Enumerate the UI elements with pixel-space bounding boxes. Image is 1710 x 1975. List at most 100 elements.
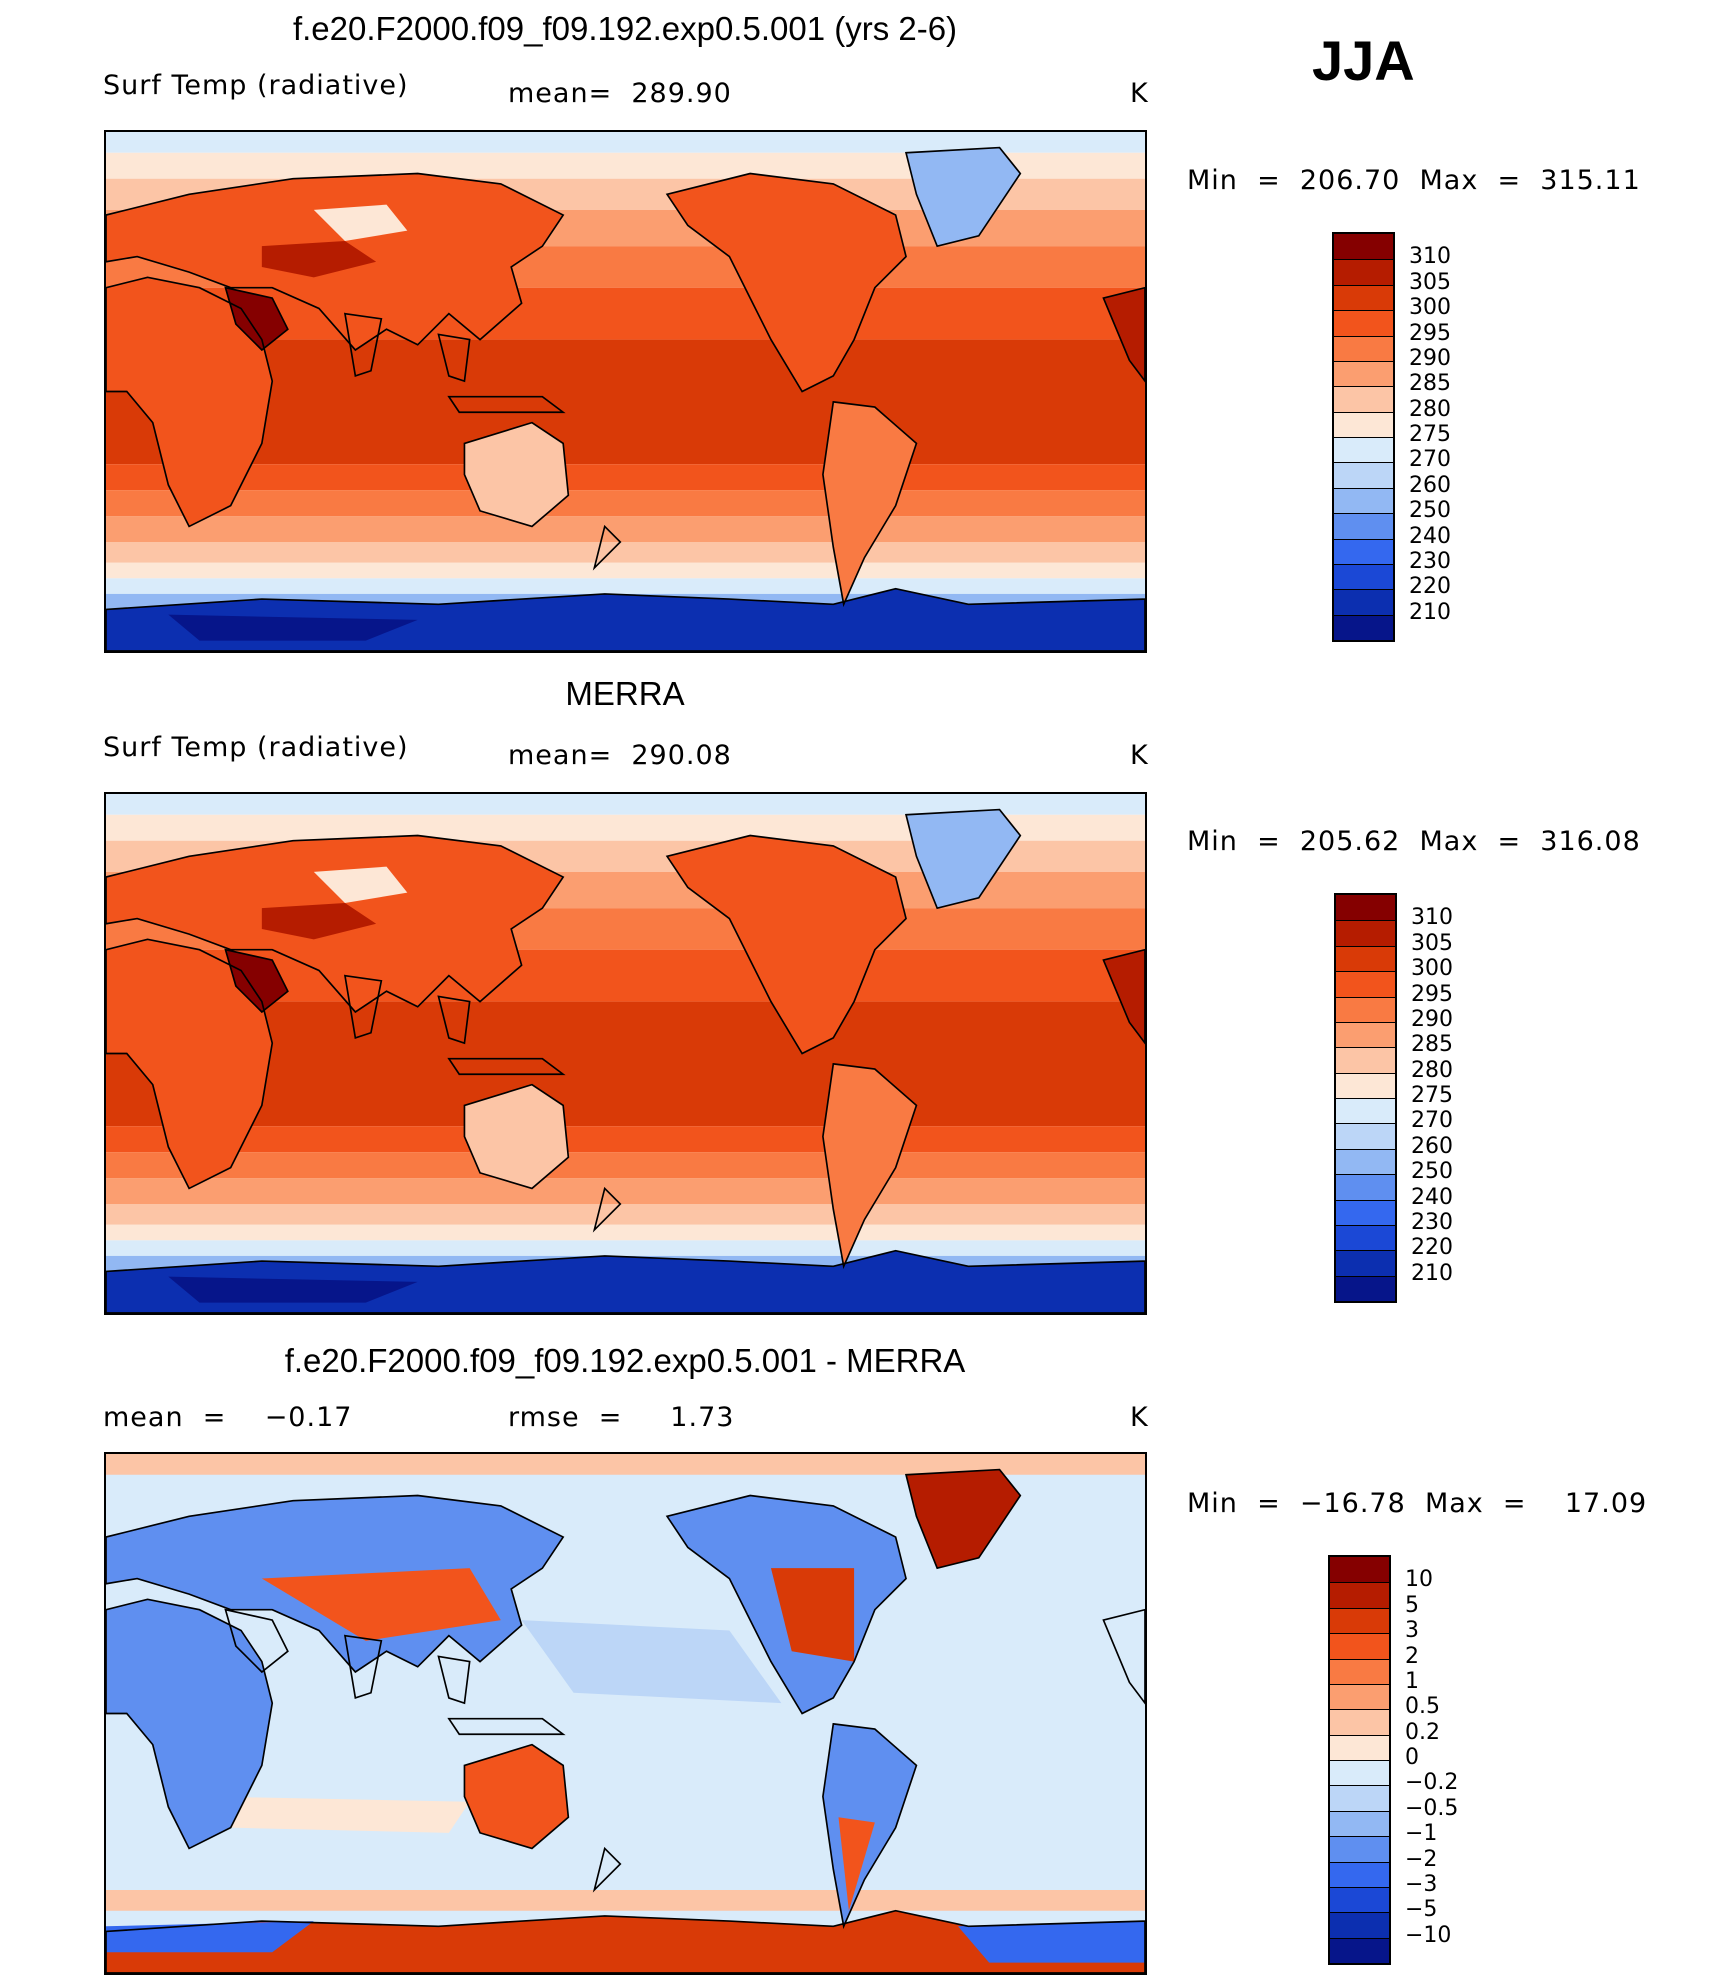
colorbar-tick-label: 300 bbox=[1411, 956, 1453, 982]
coastline-india bbox=[343, 974, 383, 1040]
temperature-band bbox=[106, 1152, 1145, 1179]
colorbar-swatch bbox=[1336, 895, 1395, 921]
colorbar-swatch bbox=[1334, 563, 1393, 590]
colorbar-swatch bbox=[1336, 1250, 1395, 1276]
coastline-nz bbox=[592, 524, 622, 571]
middle-east-hot-field bbox=[261, 240, 377, 278]
coastline-africa bbox=[106, 276, 274, 528]
coastline-greenland bbox=[904, 1468, 1022, 1570]
colorbar-tick-label: −2 bbox=[1405, 1846, 1438, 1872]
colorbar-swatch bbox=[1336, 920, 1395, 946]
panel-3-title: f.e20.F2000.f09_f09.192.exp0.5.001 - MER… bbox=[284, 1342, 966, 1379]
temperature-band bbox=[106, 578, 1145, 594]
colorbar-swatch bbox=[1330, 1709, 1389, 1735]
colorbar-swatch bbox=[1336, 971, 1395, 997]
colorbar-swatch bbox=[1330, 1810, 1389, 1837]
colorbar-tick-label: 280 bbox=[1411, 1057, 1453, 1083]
colorbar-tick-label: 285 bbox=[1411, 1032, 1453, 1058]
coastline-greenland bbox=[904, 146, 1022, 248]
colorbar-swatch bbox=[1330, 1937, 1389, 1963]
colorbar-tick-label: 220 bbox=[1411, 1235, 1453, 1261]
colorbar-swatch bbox=[1330, 1760, 1389, 1786]
panel-3-colorbar bbox=[1328, 1555, 1391, 1965]
colorbar-tick-label: 1 bbox=[1405, 1668, 1419, 1694]
colorbar-tick-label: 0.5 bbox=[1405, 1694, 1440, 1720]
middle-east-hot-field bbox=[261, 902, 377, 940]
colorbar-swatch bbox=[1330, 1836, 1389, 1862]
colorbar-tick-label: 305 bbox=[1411, 930, 1453, 956]
coastline-greenland bbox=[904, 808, 1022, 910]
colorbar-swatch bbox=[1336, 1224, 1395, 1251]
colorbar-tick-label: 250 bbox=[1411, 1159, 1453, 1185]
colorbar-tick-label: 3 bbox=[1405, 1618, 1419, 1644]
pacific-difference-field bbox=[521, 1620, 782, 1704]
coastline-eurasia bbox=[106, 834, 565, 1014]
colorbar-tick-label: 310 bbox=[1409, 244, 1451, 270]
colorbar-swatch bbox=[1336, 1123, 1395, 1149]
coastline-antarctica bbox=[106, 1909, 1145, 1973]
coastline-eurasia bbox=[106, 1494, 565, 1674]
north-america-field bbox=[667, 173, 907, 392]
colorbar-swatch bbox=[1336, 1047, 1395, 1073]
colorbar-tick-label: −3 bbox=[1405, 1871, 1438, 1897]
colorbar-tick-label: 250 bbox=[1409, 498, 1451, 524]
colorbar-tick-label: 0 bbox=[1405, 1745, 1419, 1770]
colorbar-tick-label: 260 bbox=[1409, 472, 1451, 498]
colorbar-swatch bbox=[1334, 487, 1393, 514]
colorbar-swatch bbox=[1330, 1886, 1389, 1913]
panel-1-title: f.e20.F2000.f09_f09.192.exp0.5.001 (yrs … bbox=[292, 10, 958, 47]
colorbar-swatch bbox=[1330, 1658, 1389, 1684]
colorbar-swatch bbox=[1336, 996, 1395, 1022]
coastline-africa bbox=[106, 1598, 274, 1850]
panel-2-unit-label: K bbox=[1130, 740, 1149, 771]
colorbar-swatch bbox=[1334, 513, 1393, 539]
colorbar-swatch bbox=[1330, 1861, 1389, 1887]
coastline-arabia bbox=[224, 286, 289, 352]
colorbar-swatch bbox=[1336, 945, 1395, 972]
colorbar-swatch bbox=[1336, 1098, 1395, 1124]
tibet-cold-field bbox=[313, 866, 408, 903]
colorbar-tick-label: 270 bbox=[1411, 1108, 1453, 1134]
coastline-india bbox=[343, 312, 383, 378]
colorbar-swatch bbox=[1334, 538, 1393, 564]
map-field bbox=[106, 1454, 1145, 1973]
asia-warm-difference-field bbox=[261, 1568, 501, 1641]
coastline-seasia bbox=[437, 333, 471, 383]
panel-3-map bbox=[104, 1452, 1147, 1975]
temperature-band bbox=[106, 132, 1145, 153]
australia-field bbox=[464, 1084, 569, 1189]
coastline-samerica bbox=[822, 1062, 918, 1270]
panel-3-mean-label: mean = −0.17 bbox=[103, 1402, 353, 1433]
east-africa-field bbox=[1103, 949, 1145, 1044]
panel-2-colorbar bbox=[1334, 893, 1397, 1303]
africa-field bbox=[106, 939, 273, 1189]
coastline-nz bbox=[592, 1186, 622, 1233]
colorbar-tick-label: 240 bbox=[1411, 1184, 1453, 1210]
coastline-seasia bbox=[437, 995, 471, 1045]
coastline-eafrica bbox=[1102, 1608, 1145, 1705]
map-field bbox=[106, 132, 1145, 651]
colorbar-tick-label: 270 bbox=[1409, 447, 1451, 473]
colorbar-swatch bbox=[1334, 614, 1393, 640]
colorbar-swatch bbox=[1330, 1633, 1389, 1659]
africa-difference-field bbox=[106, 1599, 273, 1849]
panel-3-rmse-label: rmse = 1.73 bbox=[508, 1402, 735, 1433]
colorbar-swatch bbox=[1330, 1912, 1389, 1938]
colorbar-tick-label: 260 bbox=[1411, 1133, 1453, 1159]
coastline-namerica bbox=[665, 172, 907, 393]
south-america-field bbox=[822, 1063, 917, 1267]
coastline-indonesia bbox=[447, 1717, 566, 1736]
map-field bbox=[106, 794, 1145, 1313]
panel-1-minmax-label: Min = 206.70 Max = 315.11 bbox=[1187, 165, 1641, 196]
colorbar-swatch bbox=[1334, 259, 1393, 285]
coastline-india bbox=[343, 1634, 383, 1700]
arabia-hot-field bbox=[225, 949, 288, 1012]
south-america-field bbox=[822, 401, 917, 605]
colorbar-tick-label: 290 bbox=[1409, 345, 1451, 371]
colorbar-tick-label: 310 bbox=[1411, 905, 1453, 931]
panel-3-minmax-label: Min = −16.78 Max = 17.09 bbox=[1187, 1488, 1648, 1519]
colorbar-swatch bbox=[1334, 462, 1393, 488]
colorbar-tick-label: 0.2 bbox=[1405, 1719, 1440, 1745]
panel-1-variable-label: Surf Temp (radiative) bbox=[103, 70, 409, 101]
coastline-namerica bbox=[665, 1494, 907, 1715]
